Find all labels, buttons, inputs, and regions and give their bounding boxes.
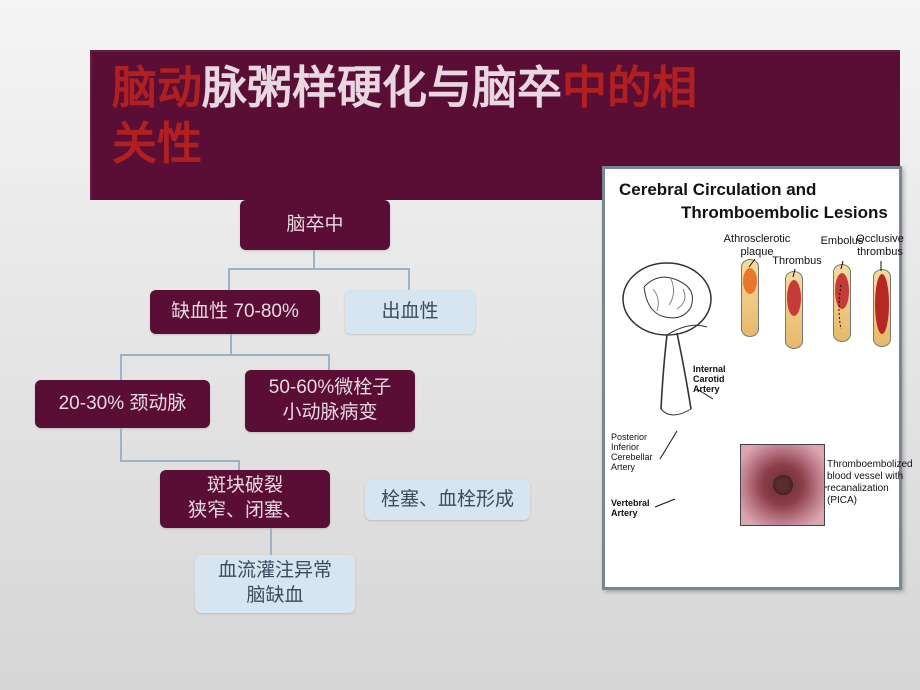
connector (328, 354, 330, 370)
side-title-line1: Cerebral Circulation and (619, 180, 816, 199)
connector (408, 268, 410, 290)
brain-schematic-icon (619, 259, 724, 429)
thrombus-icon (787, 280, 801, 316)
label-recanal: Thromboembolized blood vessel with recan… (827, 459, 905, 507)
connector (120, 354, 122, 380)
connector (270, 528, 272, 555)
title-seg3: 中的相 (562, 62, 697, 113)
node-perfusion: 血流灌注异常 脑缺血 (195, 555, 355, 613)
connector (313, 250, 315, 268)
side-title: Cerebral Circulation and Thromboembolic … (619, 179, 891, 225)
connector (238, 460, 240, 470)
label-vert: Vertebral Artery (611, 499, 659, 519)
label-pica-src: Posterior Inferior Cerebellar Artery (611, 433, 663, 473)
connector (228, 268, 230, 290)
vessel-icon (833, 264, 851, 342)
side-title-line2: Thromboembolic Lesions (681, 203, 888, 222)
thrombus-icon (743, 268, 757, 294)
node-plaque: 斑块破裂 狭窄、闭塞、 (160, 470, 330, 528)
node-ischemic: 缺血性 70-80% (150, 290, 320, 334)
vessel-icon (873, 269, 891, 347)
vessel-icon (785, 271, 803, 349)
label-thrombus: Thrombus (767, 255, 827, 268)
connector (120, 354, 330, 356)
label-occlusive: Occlusive thrombus (855, 233, 905, 259)
title-seg1: 脑动 (112, 62, 202, 113)
node-carotid: 20-30% 颈动脉 (35, 380, 210, 428)
node-micro: 50-60%微栓子 小动脉病变 (245, 370, 415, 432)
title-seg2: 脉粥样硬化与脑卒 (202, 62, 562, 113)
side-illustration: Cerebral Circulation and Thromboembolic … (602, 166, 902, 590)
title-seg4: 关性 (112, 118, 202, 169)
thrombus-icon (835, 273, 849, 309)
microscopy-inset (740, 444, 825, 526)
connector (228, 268, 408, 270)
vessel-icon (741, 259, 759, 337)
thrombus-icon (875, 274, 889, 334)
flowchart: 脑卒中缺血性 70-80% 出血性 20-30% 颈动脉 50-60%微栓子 小动脉病… (20, 190, 600, 670)
node-hemorr: 出血性 (345, 290, 475, 334)
label-ica: Internal Carotid Artery (693, 365, 738, 395)
slide-title: 脑动脉粥样硬化与脑卒中的相 关性 (112, 60, 880, 173)
connector (120, 428, 122, 460)
connector (230, 334, 232, 354)
connector (120, 460, 238, 462)
node-root: 脑卒中 (240, 200, 390, 250)
node-embolism: 栓塞、血栓形成 (365, 480, 530, 520)
